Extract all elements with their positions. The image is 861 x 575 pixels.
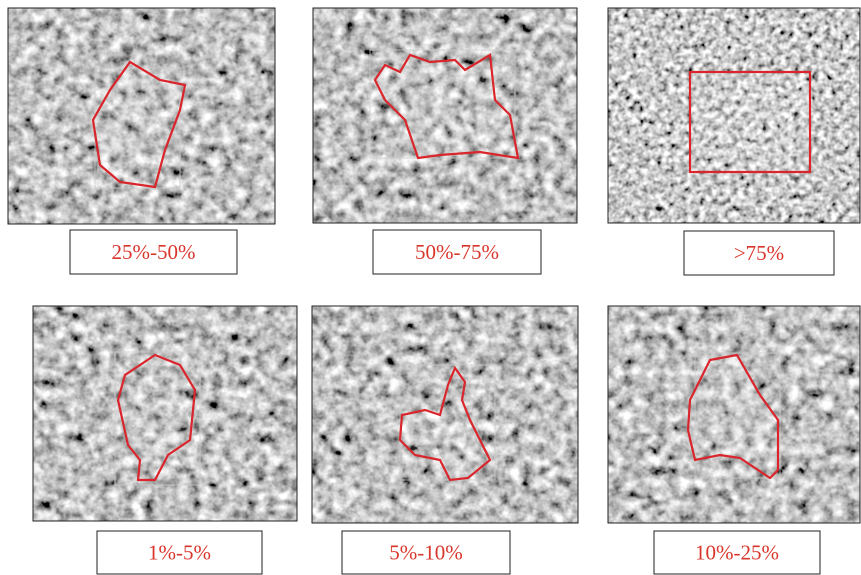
label: 10%-25%	[695, 541, 779, 565]
panel: 1%-5%	[33, 306, 297, 574]
label: 25%-50%	[112, 240, 196, 264]
canopy-outline	[690, 72, 810, 172]
panel: 25%-50%	[8, 8, 275, 274]
label: 50%-75%	[415, 240, 499, 264]
page: {"panels": [ {"label": "25%-50%"}, {"lab…	[0, 0, 861, 575]
panel: >75%	[608, 8, 860, 275]
label: >75%	[734, 241, 784, 265]
panel: 10%-25%	[608, 306, 860, 574]
figure: 25%-50% 50%-75% >75% 1%-5% 5%-10% 10%-25%	[0, 0, 861, 575]
label: 5%-10%	[389, 541, 462, 565]
label: 1%-5%	[148, 541, 211, 565]
panel: 50%-75%	[313, 8, 577, 274]
panel: 5%-10%	[312, 306, 578, 574]
